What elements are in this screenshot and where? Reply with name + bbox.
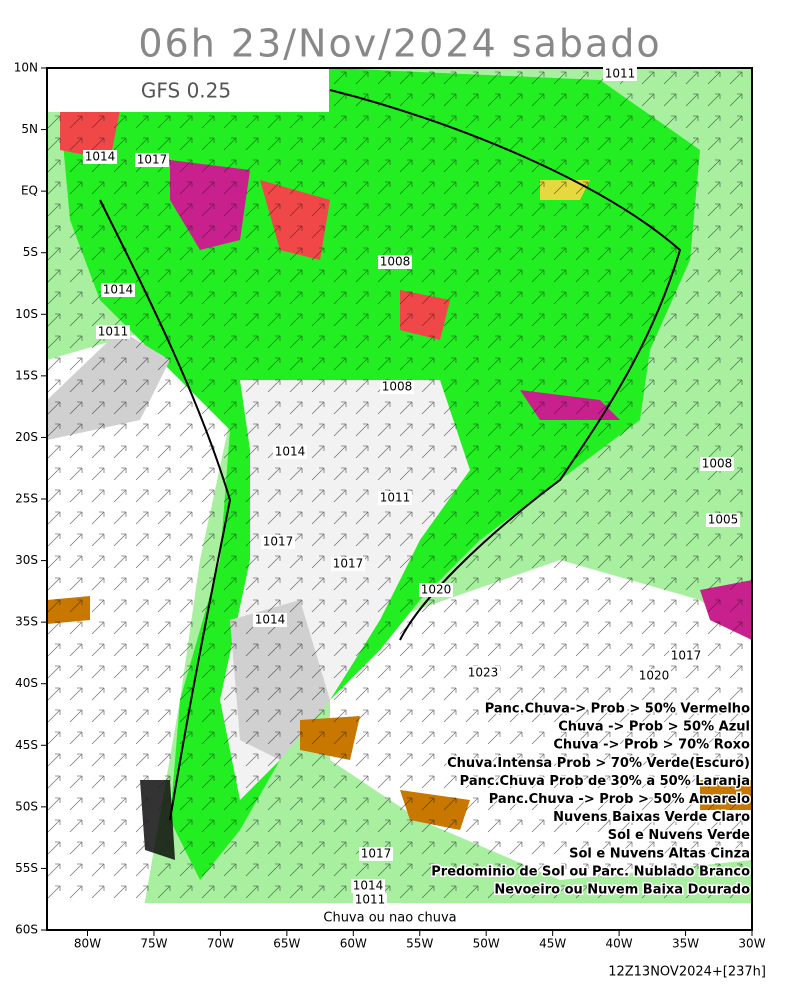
isobar-label: 1008: [702, 457, 733, 471]
lat-label: 40S: [15, 676, 38, 690]
isobar-label: 1014: [255, 613, 286, 627]
isobar-label: 1014: [85, 150, 116, 164]
isobar-label-bg: [603, 67, 637, 81]
isobar-label-bg: [101, 283, 135, 297]
isobar-label: 1023: [468, 666, 499, 680]
lat-label: 45S: [15, 738, 38, 752]
model-box: [47, 68, 329, 112]
legend-line: Panc.Chuva -> Prob > 50% Amarelo: [489, 792, 750, 807]
isobar-label: 1011: [380, 491, 411, 505]
isobar-label-bg: [261, 535, 295, 549]
isobar-label: 1017: [671, 649, 702, 663]
lat-label: 50S: [15, 799, 38, 813]
isobar-label-bg: [669, 649, 703, 663]
legend-line: Sol e Nuvens Verde: [608, 828, 750, 843]
legend-line: Chuva.Intensa Prob > 70% Verde(Escuro): [447, 756, 750, 771]
isobar-label-bg: [135, 153, 169, 167]
coastline: [99, 199, 232, 821]
coastline-east: [329, 89, 682, 641]
legend-line: Chuva -> Prob > 50% Azul: [558, 720, 750, 735]
lat-label: 25S: [15, 492, 38, 506]
footer: 12Z13NOV2024+[237h]: [608, 965, 766, 980]
map-title: 06h 23/Nov/2024 sabado: [138, 22, 661, 66]
lon-label: 55W: [406, 937, 433, 951]
lon-label: 30W: [738, 937, 765, 951]
lat-label: 5N: [21, 122, 38, 136]
isobar-label: 1011: [98, 325, 129, 339]
lon-label: 70W: [207, 937, 234, 951]
lon-label: 60W: [340, 937, 367, 951]
isobar-label: 1017: [263, 535, 294, 549]
legend-line: Panc.Chuva-> Prob > 50% Vermelho: [485, 702, 750, 717]
isobar-label-bg: [378, 491, 412, 505]
lon-label: 80W: [74, 937, 101, 951]
isobar-label-bg: [273, 445, 307, 459]
isobar-label-bg: [253, 613, 287, 627]
isobar-label-bg: [637, 669, 671, 683]
lat-label: 5S: [23, 245, 38, 259]
isobar-label: 1020: [639, 669, 670, 683]
isobar-label-bg: [353, 893, 387, 907]
lat-label: 10S: [15, 307, 38, 321]
model-label: GFS 0.25: [141, 79, 231, 103]
lat-label: 10N: [14, 61, 38, 75]
isobar-label: 1011: [355, 893, 386, 907]
lon-label: 50W: [473, 937, 500, 951]
lon-label: 45W: [539, 937, 566, 951]
map-area: [47, 68, 752, 930]
bottom-label: Chuva ou nao chuva: [323, 911, 456, 926]
lon-label: 40W: [606, 937, 633, 951]
bottom-bar: [47, 903, 752, 930]
isobar-label: 1017: [361, 847, 392, 861]
isobar-label-bg: [466, 666, 500, 680]
isobar-label-bg: [380, 380, 414, 394]
lat-label: EQ: [21, 184, 38, 198]
isobar-label: 1014: [353, 879, 384, 893]
isobar-label-bg: [378, 255, 412, 269]
lat-label: 60S: [15, 923, 38, 937]
isobar-label-bg: [419, 583, 453, 597]
isobar-label: 1020: [421, 583, 452, 597]
isobar-label-bg: [83, 150, 117, 164]
isobar-label-bg: [96, 325, 130, 339]
isobar-label-bg: [331, 557, 365, 571]
isobar-label-bg: [359, 847, 393, 861]
legend-line: Nevoeiro ou Nuvem Baixa Dourado: [494, 883, 750, 898]
legend-line: Chuva -> Prob > 70% Roxo: [553, 738, 750, 753]
isobar-label: 1014: [275, 445, 306, 459]
isobar-label: 1017: [333, 557, 364, 571]
legend-line: Sol e Nuvens Altas Cinza: [569, 846, 750, 861]
isobar-label: 1017: [137, 153, 168, 167]
isobar-label: 1011: [605, 67, 636, 81]
lat-label: 20S: [15, 430, 38, 444]
lon-label: 65W: [273, 937, 300, 951]
lat-label: 15S: [15, 368, 38, 382]
lat-label: 35S: [15, 615, 38, 629]
isobar-label-bg: [706, 513, 740, 527]
isobar-label: 1005: [708, 513, 739, 527]
lat-label: 30S: [15, 553, 38, 567]
isobar-label-bg: [700, 457, 734, 471]
legend-line: Panc.Chuva Prob de 30% a 50% Laranja: [460, 774, 750, 789]
isobar-label: 1014: [103, 283, 134, 297]
legend-line: Predominio de Sol ou Parc. Nublado Branc…: [431, 864, 750, 879]
isobar-label: 1008: [380, 255, 411, 269]
isobar-label: 1008: [382, 380, 413, 394]
lon-label: 75W: [140, 937, 167, 951]
isobar-label-bg: [351, 879, 385, 893]
lon-label: 35W: [672, 937, 699, 951]
legend-line: Nuvens Baixas Verde Claro: [553, 810, 750, 825]
lat-label: 55S: [15, 861, 38, 875]
